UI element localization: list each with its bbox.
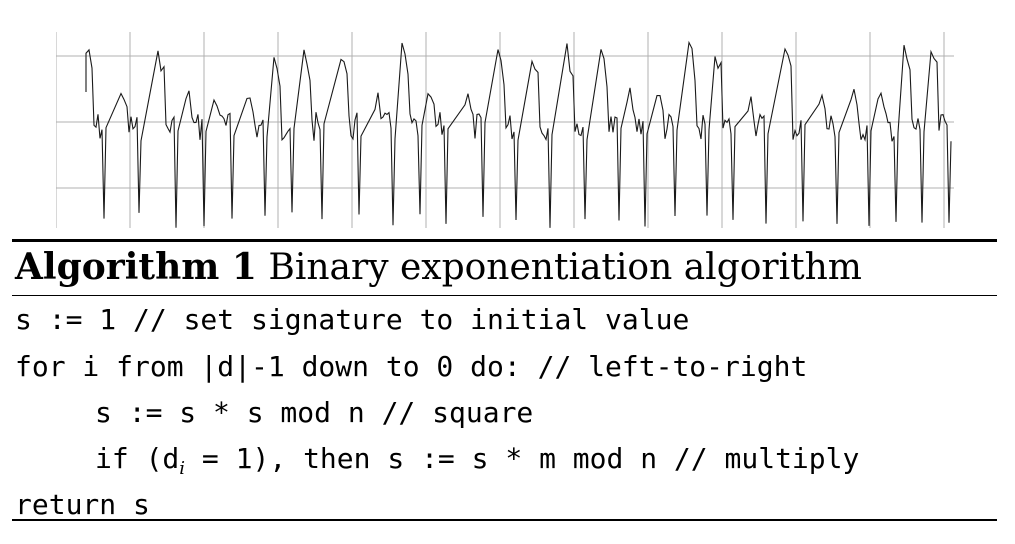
algorithm-title: Binary exponentiation algorithm [268, 247, 862, 288]
code-line-4-pre: if (d [95, 442, 180, 475]
trace-grid [56, 32, 954, 228]
algorithm-top-rule [12, 239, 997, 242]
algorithm-bottom-rule [12, 519, 997, 521]
algorithm-caption: Algorithm 1 Binary exponentiation algori… [15, 243, 862, 292]
code-line-3: s := s * s mod n // square [95, 396, 534, 429]
power-trace-line [85, 40, 952, 228]
code-line-1: s := 1 // set signature to initial value [15, 303, 690, 336]
code-line-4: if (di = 1), then s := s * m mod n // mu… [95, 442, 859, 486]
code-line-4-subscript: i [179, 458, 186, 479]
code-line-2: for i from |d|-1 down to 0 do: // left-t… [15, 350, 808, 383]
algorithm-header-rule [12, 295, 997, 296]
power-trace-plot [56, 32, 954, 228]
algorithm-label: Algorithm 1 [15, 246, 257, 288]
code-line-5: return s [15, 488, 150, 521]
code-line-4-post: = 1), then s := s * m mod n // multiply [185, 442, 860, 475]
